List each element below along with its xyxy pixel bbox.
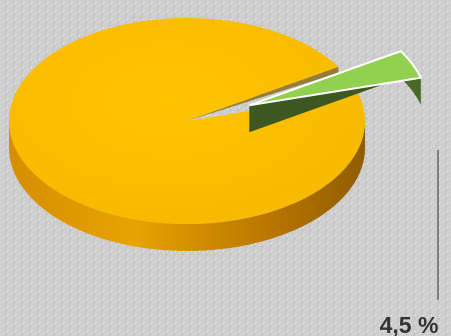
slice-notch-0 [187, 66, 339, 121]
slice-side-0 [9, 121, 365, 251]
slices-layer [9, 18, 423, 251]
slice-top-0 [9, 18, 366, 225]
pie-slice-0 [9, 18, 366, 251]
slice-top-1 [248, 49, 423, 107]
data-label-slice-1: 4,5 % [380, 312, 439, 336]
pie-slice-1 [248, 49, 423, 133]
